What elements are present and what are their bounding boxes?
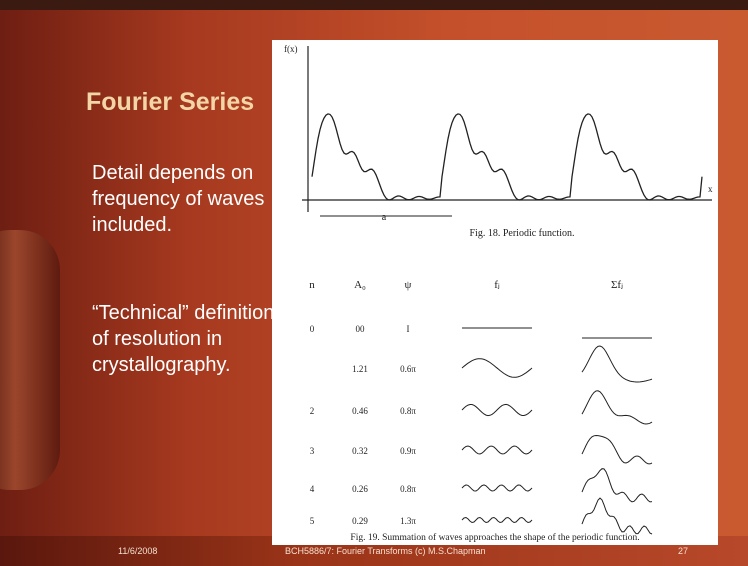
background-glass (0, 230, 60, 490)
table-cell: 00 (356, 324, 366, 334)
table-header: A₀ (354, 279, 366, 291)
table-cell: 0.46 (352, 406, 368, 416)
table-cell: 1.21 (352, 364, 368, 374)
table-cell: 2 (310, 406, 315, 416)
table-header: n (309, 279, 315, 291)
slide-title: Fourier Series (86, 88, 255, 116)
figure: f(x) x a Fig. 18. Periodic function. Fig… (272, 40, 718, 545)
summed-wave (581, 345, 653, 383)
summed-wave (581, 497, 653, 535)
table-cell: 0.9π (400, 446, 416, 456)
axis-label: x (708, 184, 713, 194)
footer-date: 11/6/2008 (118, 546, 158, 556)
summed-wave (581, 390, 653, 425)
component-wave (461, 484, 533, 492)
table-cell: 1.3π (400, 516, 416, 526)
table-header: ψ (405, 279, 412, 291)
component-wave (461, 516, 533, 524)
paragraph: Detail depends on frequency of waves inc… (92, 162, 265, 236)
axis-label: f(x) (284, 44, 298, 54)
table-cell: 3 (310, 446, 315, 456)
top-bar (0, 0, 748, 10)
function-curve (311, 113, 703, 201)
table-cell: 0.32 (352, 446, 368, 456)
component-wave (461, 358, 533, 378)
table-cell: 0.29 (352, 516, 368, 526)
figure-background (272, 40, 718, 545)
page-number: 27 (678, 546, 689, 556)
component-wave (461, 445, 533, 455)
caption: Fig. 18. Periodic function. (470, 228, 575, 239)
period-label: a (382, 212, 387, 223)
summed-wave (581, 434, 653, 465)
table-header: Σfⱼ (611, 279, 623, 291)
table-cell: 0.26 (352, 484, 368, 494)
table-header: fⱼ (494, 279, 500, 291)
table-cell: 0.8π (400, 484, 416, 494)
paragraph: “Technical” definition of resolution in … (92, 302, 275, 376)
summed-wave (581, 468, 653, 503)
table-cell: 0.6π (400, 364, 416, 374)
table-cell: 0.8π (400, 406, 416, 416)
component-wave (461, 403, 533, 417)
table-cell: 4 (310, 484, 315, 494)
table-cell: I (407, 324, 410, 334)
table-cell: 5 (310, 516, 315, 526)
footer-text: BCH5886/7: Fourier Transforms (c) M.S.Ch… (285, 546, 486, 556)
caption: Fig. 19. Summation of waves approaches t… (350, 532, 639, 543)
table-cell: 0 (310, 324, 315, 334)
